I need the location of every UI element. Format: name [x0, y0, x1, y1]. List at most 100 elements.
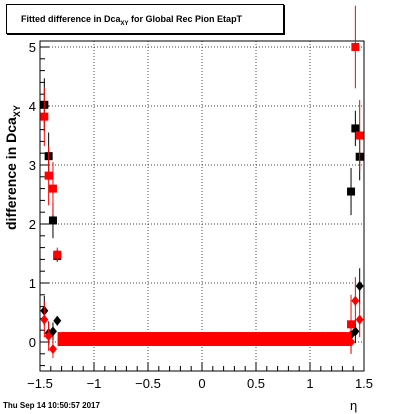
y-tick-label: 3 — [29, 158, 36, 173]
axis-ticks — [39, 46, 365, 371]
data-point-square — [169, 332, 178, 341]
y-tick-label: 4 — [29, 99, 36, 114]
data-point-square — [66, 332, 75, 341]
data-point-square — [282, 332, 291, 341]
data-point-square — [269, 338, 278, 346]
data-point-square — [165, 338, 174, 346]
data-point-square — [351, 43, 360, 51]
data-point-square — [286, 332, 295, 341]
data-point-square — [299, 332, 308, 341]
data-point-square — [208, 332, 217, 341]
data-point-square — [144, 338, 152, 346]
data-point-square — [252, 338, 260, 346]
data-point-square — [256, 338, 265, 346]
data-point-square — [286, 338, 295, 346]
data-point-square — [87, 338, 96, 346]
data-point-square — [334, 332, 343, 341]
data-point-square — [226, 338, 235, 346]
data-point-square — [282, 338, 291, 346]
data-point-square — [342, 332, 351, 341]
data-point-square — [277, 332, 286, 341]
data-point-square — [269, 332, 278, 341]
data-point-square — [208, 338, 217, 346]
data-point-square — [312, 338, 321, 346]
data-point-square — [48, 184, 57, 193]
data-point-square — [61, 338, 70, 346]
data-point-square — [347, 320, 356, 329]
data-point-square — [264, 338, 273, 346]
data-point-square — [74, 332, 83, 341]
grid-lines — [40, 41, 364, 371]
data-point-square — [239, 332, 248, 341]
y-tick-label: 0 — [29, 335, 36, 350]
data-point-square — [144, 332, 152, 341]
data-point-square — [200, 332, 209, 341]
data-point-square — [148, 338, 157, 346]
data-point-square — [169, 338, 178, 346]
data-point-square — [342, 338, 351, 346]
data-point-square — [79, 338, 88, 346]
data-point-square — [126, 338, 135, 346]
data-point-square — [109, 332, 118, 341]
data-point-square — [135, 338, 144, 346]
x-tick-label: 1 — [306, 376, 313, 391]
data-point-diamond — [355, 314, 364, 325]
data-point-square — [264, 332, 273, 341]
data-point-square — [221, 338, 230, 346]
data-point-square — [57, 332, 66, 341]
data-point-square — [178, 332, 187, 341]
y-tick-label: 1 — [29, 276, 36, 291]
chart-title-box: Fitted difference in DcaXY for Global Re… — [6, 4, 284, 34]
data-point-square — [195, 338, 204, 346]
data-point-square — [118, 338, 127, 346]
x-tick-label: −1.5 — [27, 376, 53, 391]
data-point-square — [57, 338, 66, 346]
data-point-square — [122, 338, 131, 346]
tick-labels: −1.5 −1 −0.5 0 0.5 1 1.5 0 1 2 3 4 5 — [27, 40, 373, 391]
data-point-square — [139, 332, 148, 341]
data-point-square — [70, 332, 79, 341]
data-point-square — [48, 216, 57, 225]
data-point-square — [260, 332, 269, 341]
data-point-square — [329, 332, 338, 341]
data-point-square — [355, 131, 364, 140]
data-point-square — [187, 332, 196, 341]
data-point-square — [79, 332, 88, 341]
data-point-square — [161, 332, 170, 341]
data-point-square — [303, 338, 312, 346]
data-point-square — [113, 338, 122, 346]
x-tick-label: 1.5 — [355, 376, 373, 391]
data-point-square — [338, 332, 347, 341]
data-point-square — [118, 332, 127, 341]
data-point-square — [351, 124, 360, 133]
data-point-square — [226, 332, 235, 341]
data-point-square — [325, 338, 334, 346]
data-point-diamond — [351, 295, 360, 306]
data-point-square — [260, 338, 269, 346]
data-point-square — [204, 338, 213, 346]
data-point-square — [83, 332, 92, 341]
x-tick-label: −1 — [87, 376, 102, 391]
data-point-square — [148, 332, 157, 341]
data-point-square — [191, 332, 200, 341]
data-point-square — [187, 338, 196, 346]
data-point-square — [234, 338, 243, 346]
data-point-square — [277, 338, 286, 346]
data-point-diamond — [53, 315, 62, 326]
data-point-square — [239, 338, 248, 346]
data-point-square — [213, 332, 222, 341]
data-point-square — [70, 338, 79, 346]
data-point-square — [191, 338, 200, 346]
data-point-square — [217, 338, 226, 346]
data-point-square — [273, 332, 282, 341]
data-point-square — [221, 332, 230, 341]
data-point-square — [61, 332, 70, 341]
data-point-square — [135, 332, 144, 341]
data-point-square — [182, 332, 191, 341]
data-point-square — [217, 332, 226, 341]
data-point-square — [230, 338, 239, 346]
data-point-square — [83, 338, 92, 346]
data-point-square — [40, 112, 49, 121]
data-point-square — [329, 338, 338, 346]
data-point-square — [100, 332, 109, 341]
